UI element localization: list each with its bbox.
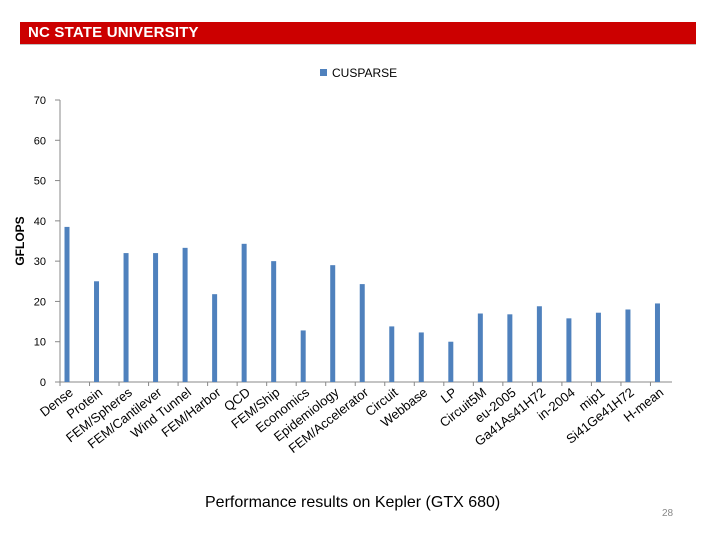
bar-fem-ship [271, 261, 277, 382]
y-axis-title: GFLOPS [13, 216, 27, 265]
y-tick-label: 50 [34, 176, 46, 188]
bar-epidemiology [330, 265, 336, 382]
bar-wind-tunnel [182, 247, 188, 382]
bar-dense [64, 226, 70, 382]
y-tick-label: 30 [34, 256, 46, 268]
bar-in-2004 [566, 318, 572, 382]
page-number: 28 [662, 508, 674, 519]
bar-protein [94, 281, 100, 382]
bar-fem-harbor [212, 294, 218, 382]
bar-webbase [418, 332, 424, 382]
y-tick-label: 70 [34, 95, 46, 107]
bar-economics [300, 330, 306, 382]
bar-circuit [389, 326, 395, 382]
bar-qcd [241, 243, 247, 382]
bar-fem-accelerator [359, 284, 365, 382]
bar-eu-2005 [507, 314, 513, 382]
bar-circuit5m [477, 313, 483, 382]
bar-lp [448, 341, 454, 382]
y-tick-label: 60 [34, 135, 46, 147]
banner-divider [20, 44, 696, 45]
bar-si41ge41h72 [625, 309, 631, 382]
bar-h-mean [654, 303, 660, 382]
bar-fem-cantilever [153, 253, 159, 382]
university-banner: NC STATE UNIVERSITY [20, 22, 696, 44]
y-tick-label: 40 [34, 216, 46, 228]
y-tick-label: 10 [34, 337, 46, 349]
bar-ga41as41h72 [536, 306, 542, 382]
banner-title: NC STATE UNIVERSITY [28, 24, 199, 41]
legend-swatch [320, 69, 327, 76]
y-tick-label: 0 [40, 377, 46, 389]
y-tick-label: 20 [34, 296, 46, 308]
legend-label: CUSPARSE [332, 66, 397, 80]
bar-fem-spheres [123, 253, 129, 382]
slide-caption: Performance results on Kepler (GTX 680) [205, 494, 501, 511]
bar-mip1 [595, 312, 601, 382]
